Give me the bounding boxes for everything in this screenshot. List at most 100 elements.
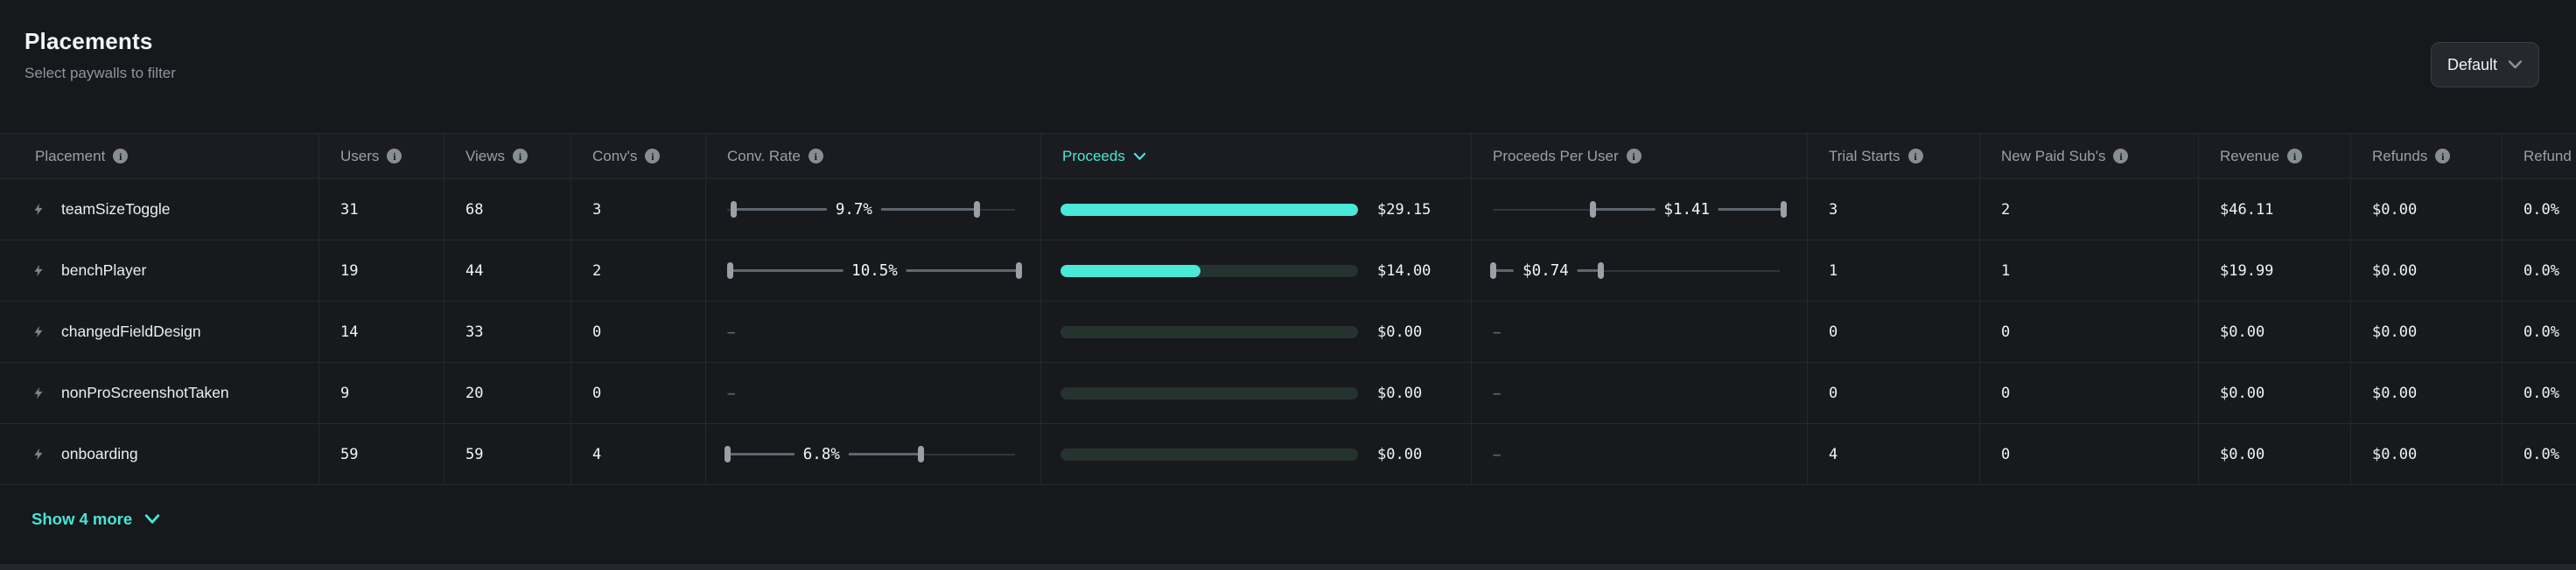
column-header-refunds[interactable]: Refunds i — [2351, 134, 2502, 178]
info-icon[interactable]: i — [2287, 149, 2303, 163]
column-label: Conv. Rate — [727, 147, 801, 164]
revenue-cell: $46.11 — [2199, 179, 2351, 240]
table-row[interactable]: onboarding 59 59 4 6.8% $0.00 – — [0, 424, 2576, 485]
trial-starts-cell: 0 — [1808, 302, 1980, 362]
views-cell: 20 — [444, 363, 571, 423]
column-label: Placement — [35, 147, 106, 164]
info-icon[interactable]: i — [808, 149, 823, 163]
column-header-convs[interactable]: Conv's i — [571, 134, 706, 178]
proceeds-per-user-cell: – — [1472, 424, 1808, 484]
users-cell: 19 — [319, 240, 444, 301]
info-icon[interactable]: i — [2113, 149, 2129, 163]
info-icon[interactable]: i — [387, 149, 402, 163]
convs-cell: 4 — [571, 424, 706, 484]
proceeds-value: $0.00 — [1377, 323, 1423, 341]
column-label: Conv's — [592, 147, 638, 164]
info-icon[interactable]: i — [1908, 149, 1923, 163]
proceeds-bar-track — [1060, 264, 1358, 277]
column-header-placement[interactable]: Placement i — [0, 134, 319, 178]
conv-rate-cell: 9.7% — [706, 179, 1041, 240]
placement-bolt-icon — [32, 386, 46, 400]
conv-rate-range-indicator: 10.5% — [727, 261, 1022, 281]
preset-dropdown-button[interactable]: Default — [2430, 42, 2539, 87]
proceeds-per-user-cell: – — [1472, 302, 1808, 362]
proceeds-per-user-cell: $1.41 — [1472, 179, 1808, 240]
placements-table: Placement i Users i Views i Conv's i Con… — [0, 133, 2576, 485]
column-header-new-paid-subs[interactable]: New Paid Sub's i — [1980, 134, 2199, 178]
proceeds-per-user-cell: $0.74 — [1472, 240, 1808, 301]
conv-rate-cell: 6.8% — [706, 424, 1041, 484]
refunds-cell: $0.00 — [2351, 179, 2502, 240]
new-paid-subs-cell: 0 — [1980, 424, 2199, 484]
refund-rate-cell: 0.0% — [2524, 323, 2559, 341]
conv-rate-cell: 10.5% — [706, 240, 1041, 301]
column-label: Revenue — [2220, 147, 2280, 164]
refunds-cell: $0.00 — [2351, 302, 2502, 362]
conv-rate-cell: – — [706, 363, 1041, 423]
trial-starts-cell: 0 — [1808, 363, 1980, 423]
views-cell: 44 — [444, 240, 571, 301]
proceeds-cell: $0.00 — [1041, 363, 1472, 423]
page-title: Placements — [24, 28, 153, 54]
table-row[interactable]: teamSizeToggle 31 68 3 9.7% $29.15 — [0, 179, 2576, 240]
trial-starts-cell: 1 — [1808, 240, 1980, 301]
table-row[interactable]: changedFieldDesign 14 33 0 – $0.00 – 0 0… — [0, 302, 2576, 363]
column-header-proceeds-per-user[interactable]: Proceeds Per User i — [1472, 134, 1808, 178]
trial-starts-cell: 4 — [1808, 424, 1980, 484]
column-header-trial-starts[interactable]: Trial Starts i — [1808, 134, 1980, 178]
column-header-users[interactable]: Users i — [319, 134, 444, 178]
empty-value-dash: – — [727, 323, 736, 340]
column-label: Proceeds — [1062, 147, 1125, 164]
table-row[interactable]: nonProScreenshotTaken 9 20 0 – $0.00 – 0… — [0, 363, 2576, 424]
info-icon[interactable]: i — [645, 149, 661, 163]
placement-name: changedFieldDesign — [61, 323, 201, 340]
refund-rate-cell: 0.0% — [2524, 445, 2559, 463]
placement-name-cell: changedFieldDesign — [0, 302, 319, 362]
column-label: Refund Rate — [2524, 147, 2576, 164]
info-icon[interactable]: i — [113, 149, 129, 163]
column-label: Proceeds Per User — [1493, 147, 1619, 164]
column-header-revenue[interactable]: Revenue i — [2199, 134, 2351, 178]
revenue-cell: $19.99 — [2199, 240, 2351, 301]
info-icon[interactable]: i — [513, 149, 528, 163]
proceeds-bar-track — [1060, 448, 1358, 461]
proceeds-bar-fill — [1060, 203, 1358, 216]
empty-value-dash: – — [1493, 323, 1502, 340]
show-more-label: Show 4 more — [32, 510, 133, 528]
conv-rate-value: 9.7% — [826, 200, 881, 219]
refunds-cell: $0.00 — [2351, 363, 2502, 423]
proceeds-value: $0.00 — [1377, 384, 1423, 402]
show-more-button[interactable]: Show 4 more — [32, 510, 160, 529]
column-header-proceeds-sorted[interactable]: Proceeds — [1041, 134, 1472, 178]
page-subtitle: Select paywalls to filter — [24, 65, 176, 81]
placement-name-cell: onboarding — [0, 424, 319, 484]
views-cell: 68 — [444, 179, 571, 240]
trial-starts-cell: 3 — [1808, 179, 1980, 240]
table-header-row: Placement i Users i Views i Conv's i Con… — [0, 133, 2576, 179]
new-paid-subs-cell: 0 — [1980, 302, 2199, 362]
revenue-cell: $0.00 — [2199, 302, 2351, 362]
refund-rate-cell: 0.0% — [2524, 200, 2559, 219]
placement-name: teamSizeToggle — [61, 200, 171, 218]
proceeds-bar-track — [1060, 386, 1358, 400]
users-cell: 14 — [319, 302, 444, 362]
conv-rate-value: 10.5% — [843, 261, 906, 280]
range-baseline — [1493, 269, 1780, 272]
refund-rate-cell: 0.0% — [2524, 384, 2559, 402]
proceeds-bar-fill — [1060, 264, 1200, 277]
proceeds-cell: $0.00 — [1041, 302, 1472, 362]
info-icon[interactable]: i — [1626, 149, 1642, 163]
new-paid-subs-cell: 1 — [1980, 240, 2199, 301]
proceeds-per-user-range-indicator: $0.74 — [1489, 261, 1787, 281]
refund-rate-cell: 0.0% — [2524, 261, 2559, 280]
empty-value-dash: – — [1493, 445, 1502, 462]
info-icon[interactable]: i — [2435, 149, 2451, 163]
column-header-refund-rate[interactable]: Refund Rate — [2502, 134, 2576, 178]
column-header-views[interactable]: Views i — [444, 134, 571, 178]
table-row[interactable]: benchPlayer 19 44 2 10.5% $14.00 — [0, 240, 2576, 302]
placement-name: onboarding — [61, 445, 138, 462]
column-header-conv-rate[interactable]: Conv. Rate i — [706, 134, 1041, 178]
convs-cell: 0 — [571, 363, 706, 423]
placement-bolt-icon — [32, 324, 46, 339]
